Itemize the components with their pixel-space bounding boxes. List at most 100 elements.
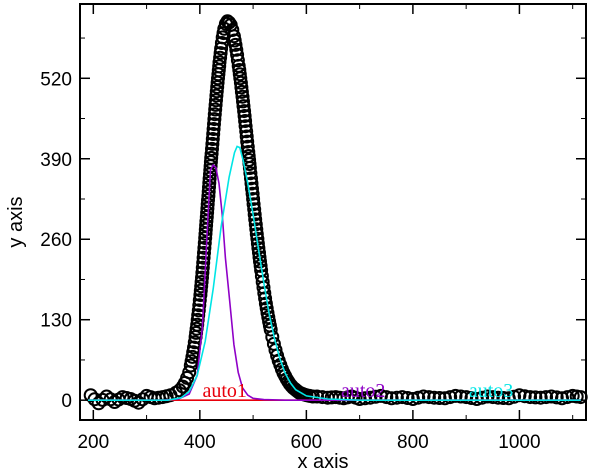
scatter-point xyxy=(196,255,211,270)
scatter-point xyxy=(459,390,474,405)
scatter-point xyxy=(209,84,224,99)
scatter-point xyxy=(464,391,479,405)
scatter-point xyxy=(193,283,208,298)
scatter-point xyxy=(131,395,146,410)
scatter-point xyxy=(528,390,543,405)
scatter-point xyxy=(443,390,458,405)
scatter-point xyxy=(192,298,207,313)
scatter-point xyxy=(208,97,223,112)
y-tick-label: 260 xyxy=(40,230,72,251)
scatter-point xyxy=(196,250,211,265)
scatter-point xyxy=(83,388,98,403)
series-label-auto2: auto2 xyxy=(341,380,385,402)
series-line-auto3 xyxy=(88,145,581,402)
scatter-point xyxy=(427,390,442,405)
scatter-point xyxy=(191,303,206,318)
scatter-point xyxy=(246,197,261,212)
scatter-layer xyxy=(83,14,588,411)
scatter-point xyxy=(358,391,372,406)
scatter-point xyxy=(194,275,209,289)
scatter-point xyxy=(195,260,210,275)
scatter-point xyxy=(195,270,209,285)
scatter-point xyxy=(238,114,253,128)
scatter-point xyxy=(197,240,212,255)
scatter-point xyxy=(235,89,250,104)
tick-labels: 200 400 600 800 1000 0 130 260 390 520 xyxy=(40,69,540,453)
scatter-point xyxy=(208,102,223,117)
scatter-point xyxy=(195,265,210,280)
scatter-point xyxy=(560,390,575,405)
scatter-point xyxy=(234,80,249,95)
scatter-point xyxy=(363,390,378,405)
x-tick-label: 800 xyxy=(397,432,429,453)
scatter-point xyxy=(352,392,367,406)
scatter-point xyxy=(236,94,250,109)
scatter-point xyxy=(212,55,227,70)
scatter-point xyxy=(205,141,219,156)
annotation-layer: auto1 auto2 auto3 xyxy=(203,380,514,402)
scatter-point xyxy=(244,171,258,186)
scatter-point xyxy=(194,279,209,294)
scatter-point xyxy=(233,71,248,86)
scatter-point xyxy=(239,124,254,139)
scatter-point xyxy=(206,122,221,136)
scatter-point xyxy=(533,390,548,405)
scatter-point xyxy=(207,112,222,127)
x-axis-label: x axis xyxy=(297,451,348,473)
x-tick-label: 400 xyxy=(184,432,216,453)
x-tick-label: 600 xyxy=(291,432,323,453)
scatter-point xyxy=(222,15,237,30)
scatter-point xyxy=(238,119,253,134)
scatter-point xyxy=(229,42,244,57)
plot-frame xyxy=(79,3,587,421)
scatter-point xyxy=(193,288,208,302)
scatter-point xyxy=(204,146,219,161)
scatter-point xyxy=(245,186,260,201)
y-tick-label: 130 xyxy=(40,311,72,332)
scatter-point xyxy=(496,391,511,405)
scatter-point xyxy=(91,396,106,411)
scatter-point xyxy=(384,391,399,406)
scatter-point xyxy=(240,134,255,149)
scatter-point xyxy=(245,181,259,196)
scatter-point xyxy=(192,293,207,308)
scatter-point xyxy=(475,390,490,405)
y-tick-label: 390 xyxy=(40,150,72,171)
scatter-point xyxy=(197,236,212,250)
scatter-point xyxy=(453,389,468,404)
scatter-point xyxy=(421,390,436,405)
series-label-auto3: auto3 xyxy=(469,380,513,402)
scatter-point xyxy=(206,127,221,141)
scatter-point xyxy=(251,241,266,256)
scatter-point xyxy=(239,129,254,144)
scatter-point xyxy=(416,389,431,404)
scatter-point xyxy=(573,390,588,405)
scatter-point xyxy=(379,390,394,405)
y-tick-label: 520 xyxy=(40,69,72,90)
scatter-point xyxy=(230,53,245,68)
scatter-point xyxy=(237,109,252,123)
scatter-point xyxy=(214,36,229,50)
scatter-point xyxy=(411,390,426,405)
series-layer xyxy=(88,145,581,402)
scatter-point xyxy=(207,117,221,132)
scatter-point xyxy=(491,390,506,405)
scatter-point xyxy=(544,389,559,404)
scatter-point xyxy=(234,84,249,99)
series-line-auto2 xyxy=(88,163,581,402)
scatter-point xyxy=(252,245,266,260)
scatter-point xyxy=(432,391,447,405)
scatter-point xyxy=(209,93,223,108)
axis-ticks xyxy=(80,4,586,420)
x-tick-label: 200 xyxy=(77,432,109,453)
scatter-point xyxy=(243,166,258,181)
scatter-point xyxy=(197,245,211,260)
series-label-auto1: auto1 xyxy=(203,380,247,402)
scatter-point xyxy=(209,88,224,103)
scatter-point xyxy=(213,46,228,61)
scatter-point xyxy=(539,390,554,405)
scatter-point xyxy=(207,107,222,122)
scatter-point xyxy=(247,202,262,217)
scatter-point xyxy=(246,192,261,206)
scatter-point xyxy=(485,390,500,405)
